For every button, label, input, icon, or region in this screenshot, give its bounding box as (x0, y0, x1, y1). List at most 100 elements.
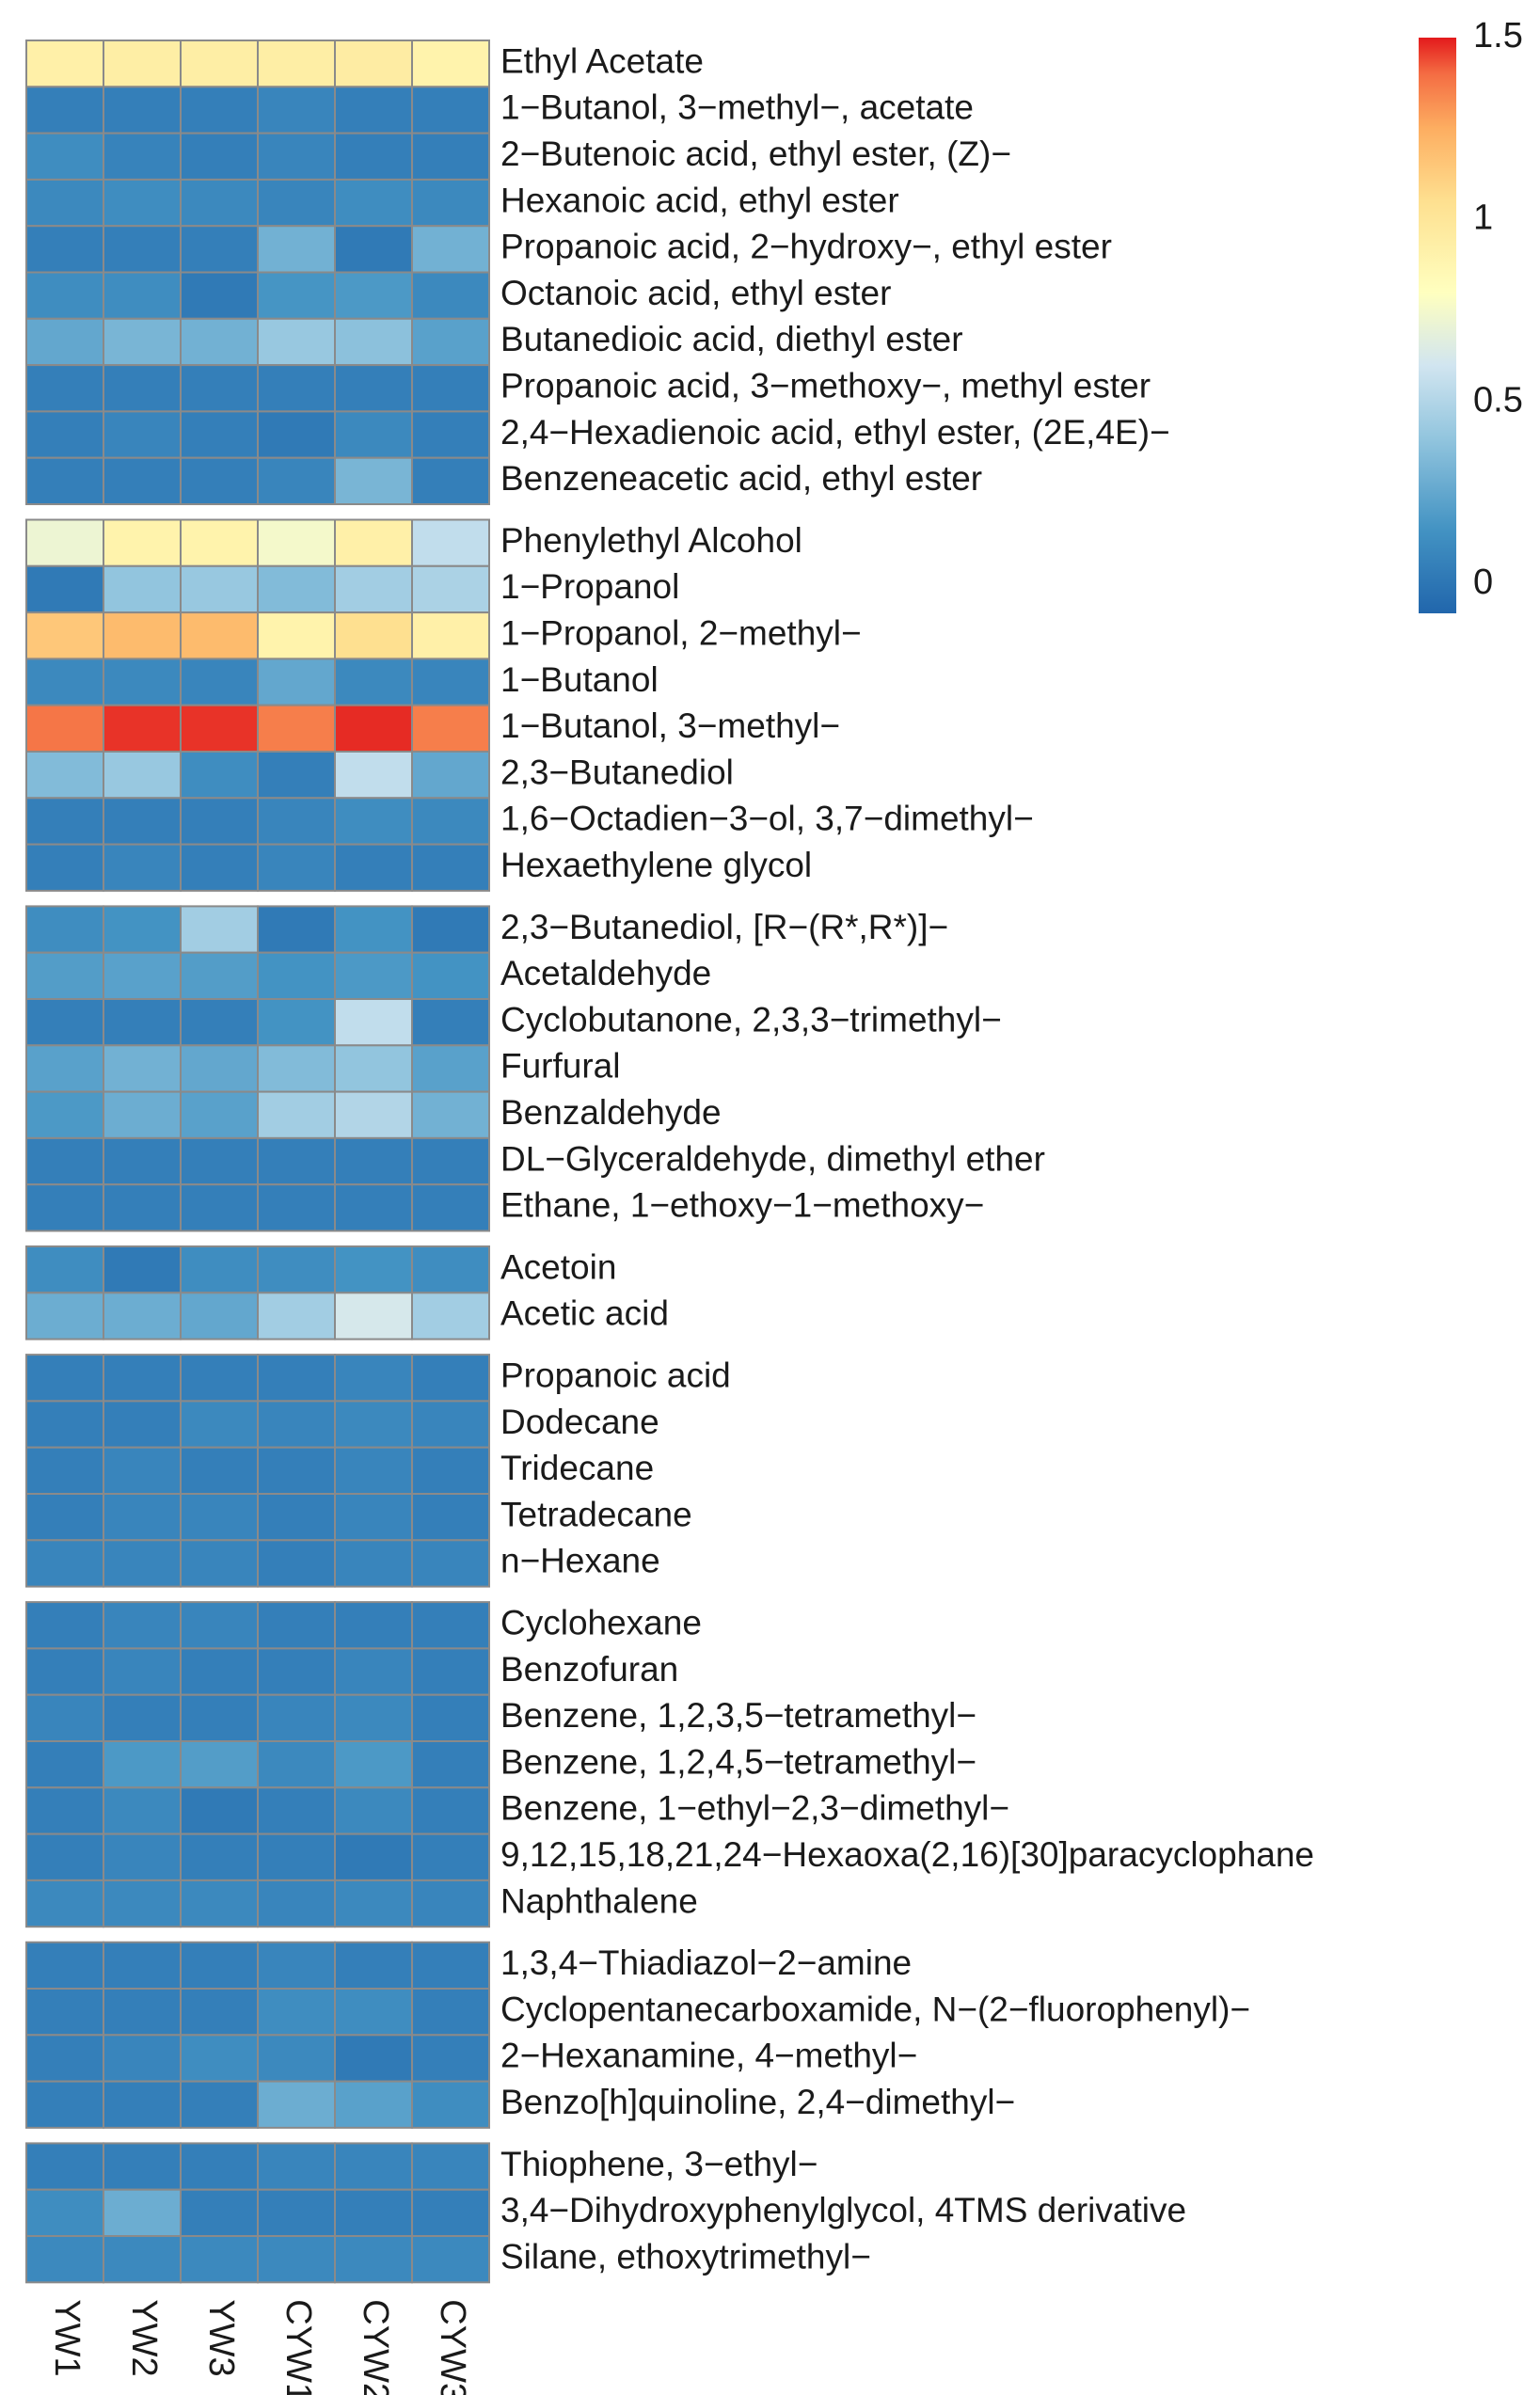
column-label: YW3 (201, 2299, 241, 2376)
heatmap-cell (180, 1879, 259, 1928)
heatmap-cell (25, 1400, 104, 1449)
row-label: Propanoic acid, 3−methoxy−, methyl ester (500, 367, 1151, 405)
heatmap-cell (180, 1493, 259, 1542)
heatmap-cell (25, 40, 104, 88)
heatmap-cell (257, 1493, 336, 1542)
heatmap-cell (103, 1136, 182, 1186)
heatmap-cell (257, 225, 336, 274)
heatmap-cell (25, 364, 104, 413)
heatmap-cell (180, 1740, 259, 1789)
heatmap-cell (334, 1832, 413, 1881)
heatmap-cell (25, 1292, 104, 1340)
heatmap-cell (180, 951, 259, 1001)
heatmap-cell (411, 905, 490, 954)
heatmap-cell (334, 1245, 413, 1294)
heatmap-cell (180, 2080, 259, 2129)
row-label: Silane, ethoxytrimethyl− (500, 2237, 871, 2276)
heatmap-cell (334, 132, 413, 181)
heatmap-cell (180, 364, 259, 413)
heatmap-cell (103, 797, 182, 846)
heatmap-cell (334, 843, 413, 892)
heatmap-cell (257, 1539, 336, 1588)
row-label: Acetoin (500, 1247, 616, 1286)
heatmap-cell (180, 564, 259, 614)
heatmap-cell (257, 611, 336, 660)
heatmap-cell (334, 178, 413, 228)
heatmap-cell (257, 132, 336, 181)
heatmap-cell (180, 751, 259, 800)
row-label: 1−Butanol, 3−methyl−, acetate (500, 88, 974, 127)
heatmap-cell (257, 456, 336, 506)
heatmap-cell (180, 2235, 259, 2284)
heatmap-cell (103, 86, 182, 135)
heatmap-cell (180, 178, 259, 228)
heatmap-cell (25, 2034, 104, 2083)
column-label: CYW3 (433, 2299, 472, 2395)
heatmap-cell (25, 1044, 104, 1093)
heatmap-cell (411, 1832, 490, 1881)
heatmap-cell (103, 1647, 182, 1696)
heatmap-cell (411, 1740, 490, 1789)
heatmap-cell (25, 998, 104, 1047)
heatmap-cell (257, 2142, 336, 2191)
heatmap-cell (180, 1941, 259, 1990)
heatmap-cell (334, 658, 413, 706)
heatmap-cell (411, 1292, 490, 1340)
heatmap-cell (257, 2188, 336, 2237)
heatmap-cell (334, 1740, 413, 1789)
heatmap-cell (334, 1354, 413, 1403)
heatmap-cell (103, 1879, 182, 1928)
heatmap-cell (25, 317, 104, 367)
heatmap-cell (180, 40, 259, 88)
heatmap-cell (411, 364, 490, 413)
heatmap-cell (411, 1136, 490, 1186)
heatmap-cell (257, 797, 336, 846)
row-label: Butanedioic acid, diethyl ester (500, 320, 963, 358)
heatmap-cell (180, 843, 259, 892)
heatmap-cell (257, 1647, 336, 1696)
heatmap-cell (334, 518, 413, 567)
heatmap-cell (103, 2080, 182, 2129)
heatmap-cell (180, 905, 259, 954)
color-legend: 0 0.5 1 1.5 (1419, 16, 1523, 613)
heatmap-cell (180, 998, 259, 1047)
heatmap-cell (103, 611, 182, 660)
heatmap-cell (411, 658, 490, 706)
heatmap-cell (180, 1786, 259, 1835)
heatmap-cell (334, 1493, 413, 1542)
heatmap-cell (25, 1941, 104, 1990)
heatmap-cell (25, 1136, 104, 1186)
row-label: Benzene, 1,2,4,5−tetramethyl− (500, 1742, 976, 1781)
row-label: 1−Propanol (500, 567, 679, 606)
row-label: Benzene, 1,2,3,5−tetramethyl− (500, 1696, 976, 1735)
row-label: Phenylethyl Alcohol (500, 521, 802, 560)
heatmap-cell (103, 2142, 182, 2191)
heatmap-cell (334, 1786, 413, 1835)
heatmap-cell (411, 1786, 490, 1835)
heatmap-cell (103, 2188, 182, 2237)
heatmap-cell (257, 1693, 336, 1742)
heatmap-cell (411, 1601, 490, 1650)
heatmap-cell (25, 843, 104, 892)
heatmap-cell (334, 1693, 413, 1742)
heatmap-cell (334, 364, 413, 413)
heatmap-cell (25, 178, 104, 228)
heatmap-cell (25, 2188, 104, 2237)
heatmap-cell (334, 410, 413, 459)
heatmap-cell (103, 1245, 182, 1294)
heatmap-cell (411, 2142, 490, 2191)
heatmap-cell (257, 1832, 336, 1881)
heatmap-cell (411, 797, 490, 846)
heatmap-cell (103, 2235, 182, 2284)
heatmap-cell (334, 564, 413, 614)
row-label: 2−Butenoic acid, ethyl ester, (Z)− (500, 135, 1011, 173)
heatmap-cell (103, 1693, 182, 1742)
heatmap-cell (180, 1539, 259, 1588)
heatmap-cell (180, 271, 259, 320)
heatmap-cell (180, 132, 259, 181)
heatmap-cell (411, 1090, 490, 1139)
row-label: DL−Glyceraldehyde, dimethyl ether (500, 1139, 1045, 1178)
heatmap-cell (334, 271, 413, 320)
heatmap-cell (103, 1601, 182, 1650)
heatmap-cell (180, 1183, 259, 1232)
